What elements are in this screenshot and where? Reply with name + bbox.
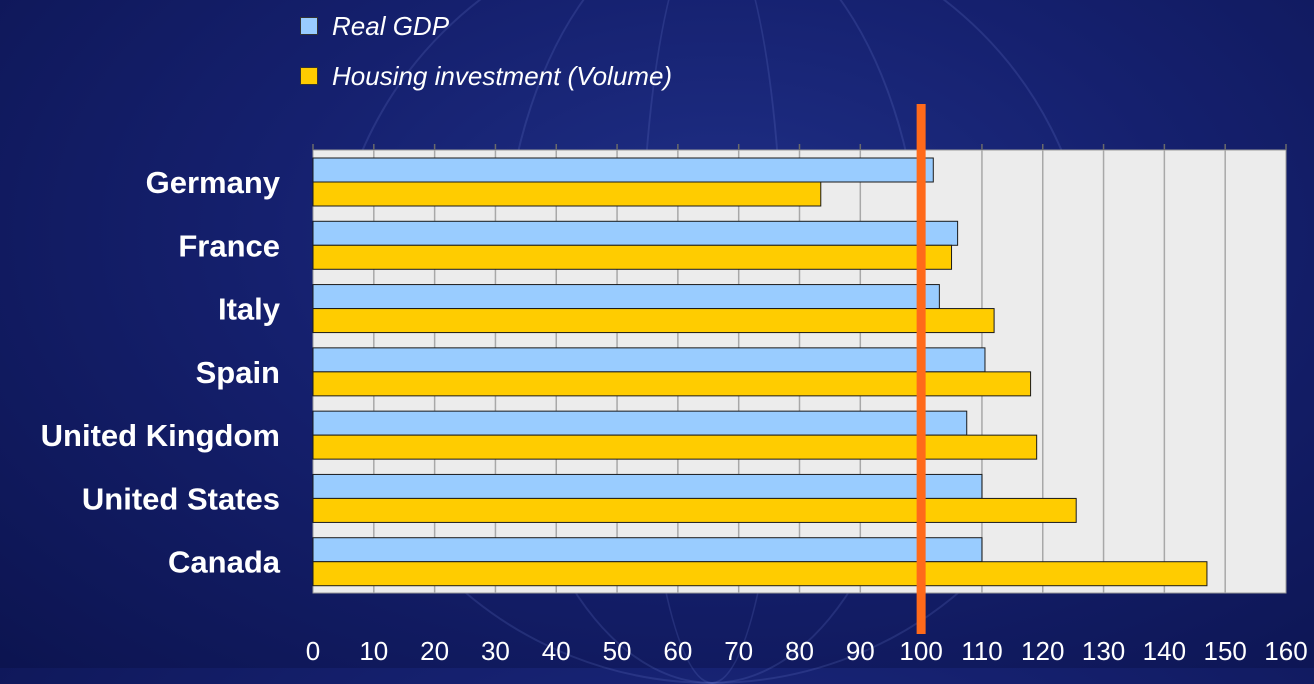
- bar-housing-investment-volume-spain: [312, 371, 1032, 397]
- legend-item-housing-investment: Housing investment (Volume): [300, 58, 672, 94]
- legend-label-real-gdp: Real GDP: [332, 11, 450, 41]
- x-tick-label-30: 30: [481, 636, 510, 666]
- bar-chart: 0 10 20 30 40 50 60 70 80 90 100 110 120 130 140 150 160…: [41, 104, 1307, 666]
- x-tick-label-60: 60: [663, 636, 692, 666]
- x-tick-label-110: 110: [961, 636, 1002, 666]
- bar-real-gdp-france: [312, 220, 959, 246]
- bar-housing-investment-volume-united-kingdom: [312, 434, 1038, 460]
- category-label-italy: Italy: [218, 292, 281, 327]
- bar-housing-investment-volume-germany: [312, 181, 822, 207]
- legend-item-real-gdp: Real GDP: [300, 8, 672, 44]
- x-tick-label-150: 150: [1203, 636, 1246, 666]
- category-label-united-states: United States: [82, 481, 280, 516]
- x-tick-label-120: 120: [1021, 636, 1064, 666]
- x-tick-label-40: 40: [542, 636, 571, 666]
- bar-real-gdp-canada: [312, 537, 983, 563]
- bar-housing-investment-volume-united-states: [312, 497, 1077, 523]
- bar-real-gdp-united-kingdom: [312, 410, 968, 436]
- x-tick-label-70: 70: [724, 636, 753, 666]
- x-tick-label-50: 50: [603, 636, 632, 666]
- category-label-canada: Canada: [168, 545, 281, 580]
- legend: Real GDP Housing investment (Volume): [300, 8, 672, 108]
- x-tick-label-160: 160: [1264, 636, 1307, 666]
- x-tick-label-0: 0: [306, 636, 320, 666]
- bar-housing-investment-volume-canada: [312, 561, 1208, 587]
- x-tick-label-90: 90: [846, 636, 875, 666]
- legend-label-housing-investment: Housing investment (Volume): [332, 61, 673, 91]
- category-label-spain: Spain: [196, 355, 280, 390]
- bar-real-gdp-spain: [312, 347, 986, 373]
- x-tick-label-100: 100: [899, 636, 942, 666]
- bar-housing-investment-volume-italy: [312, 308, 995, 334]
- bar-real-gdp-germany: [312, 157, 934, 183]
- x-tick-label-130: 130: [1082, 636, 1125, 666]
- x-tick-label-10: 10: [359, 636, 388, 666]
- category-label-united-kingdom: United Kingdom: [41, 418, 280, 453]
- bar-real-gdp-united-states: [312, 473, 983, 499]
- category-label-france: France: [178, 228, 280, 263]
- legend-swatch-real-gdp: [300, 17, 318, 35]
- category-label-germany: Germany: [146, 165, 281, 200]
- bar-real-gdp-italy: [312, 284, 940, 310]
- x-tick-label-80: 80: [785, 636, 814, 666]
- bar-housing-investment-volume-france: [312, 244, 953, 270]
- x-tick-label-20: 20: [420, 636, 449, 666]
- x-tick-label-140: 140: [1143, 636, 1186, 666]
- legend-swatch-housing-investment: [300, 67, 318, 85]
